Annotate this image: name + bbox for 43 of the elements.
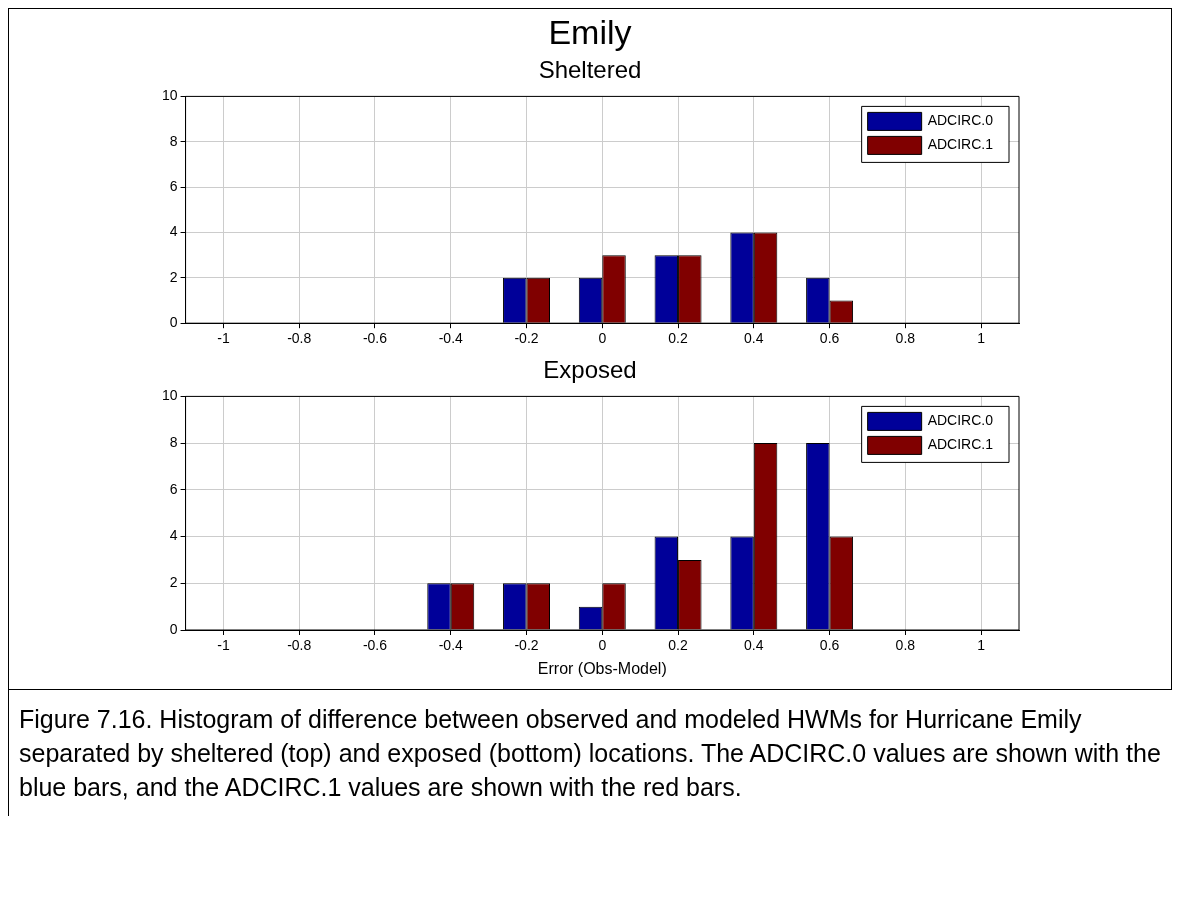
y-tick-label: 4 bbox=[169, 223, 178, 240]
legend-label: ADCIRC.1 bbox=[927, 436, 994, 453]
x-tick-label: 0.6 bbox=[819, 330, 840, 347]
x-tick-label: 0 bbox=[598, 637, 607, 654]
x-tick-label: -0.6 bbox=[362, 330, 388, 347]
y-tick-label: 8 bbox=[169, 132, 178, 149]
x-tick-label: -1 bbox=[217, 330, 230, 347]
y-tick-label: 10 bbox=[161, 87, 178, 104]
x-tick-label: 0.2 bbox=[668, 637, 688, 654]
x-tick-label: 0.4 bbox=[744, 637, 764, 654]
x-tick-label: -0.4 bbox=[438, 637, 464, 654]
caption: Figure 7.16. Histogram of difference between observed and modeled HWMs for Hurricane Emily separated by sheltered (top) and exposed (bottom) locations. The ADCIRC.0 values are shown with the blue bars, and the ADCIRC.1 values are shown with the red bars. bbox=[8, 689, 1172, 816]
x-tick-label: 0 bbox=[598, 330, 607, 347]
y-tick-label: 10 bbox=[161, 387, 178, 404]
x-tick-label: 0.2 bbox=[668, 330, 688, 347]
x-tick-label: -0.8 bbox=[287, 637, 312, 654]
y-tick-label: 6 bbox=[169, 480, 178, 497]
x-axis-title: Error (Obs-Model) bbox=[537, 659, 667, 677]
chart-title: Exposed bbox=[542, 355, 638, 385]
y-tick-label: 4 bbox=[169, 527, 178, 544]
chart-title: Emily bbox=[547, 12, 633, 53]
chart-subtitle: Sheltered bbox=[537, 55, 643, 85]
x-tick-label: 1 bbox=[977, 330, 986, 347]
x-tick-label: -0.2 bbox=[514, 330, 539, 347]
x-tick-label: -0.6 bbox=[362, 637, 388, 654]
y-tick-label: 6 bbox=[169, 177, 178, 194]
y-tick-label: 8 bbox=[169, 433, 178, 450]
y-tick-label: 0 bbox=[169, 314, 178, 331]
x-tick-label: -1 bbox=[217, 637, 230, 654]
x-tick-label: -0.8 bbox=[287, 330, 312, 347]
x-tick-label: -0.4 bbox=[438, 330, 464, 347]
x-tick-label: 0.8 bbox=[895, 330, 916, 347]
y-tick-label: 2 bbox=[169, 268, 178, 285]
y-tick-label: 2 bbox=[169, 574, 178, 591]
legend-label: ADCIRC.0 bbox=[927, 112, 994, 129]
x-tick-label: 0.8 bbox=[895, 637, 916, 654]
y-tick-label: 0 bbox=[169, 620, 178, 637]
x-tick-label: 1 bbox=[977, 637, 986, 654]
x-tick-label: -0.2 bbox=[514, 637, 539, 654]
legend-label: ADCIRC.1 bbox=[927, 136, 994, 153]
legend-label: ADCIRC.0 bbox=[927, 412, 994, 429]
x-tick-label: 0.4 bbox=[744, 330, 764, 347]
x-tick-label: 0.6 bbox=[819, 637, 840, 654]
